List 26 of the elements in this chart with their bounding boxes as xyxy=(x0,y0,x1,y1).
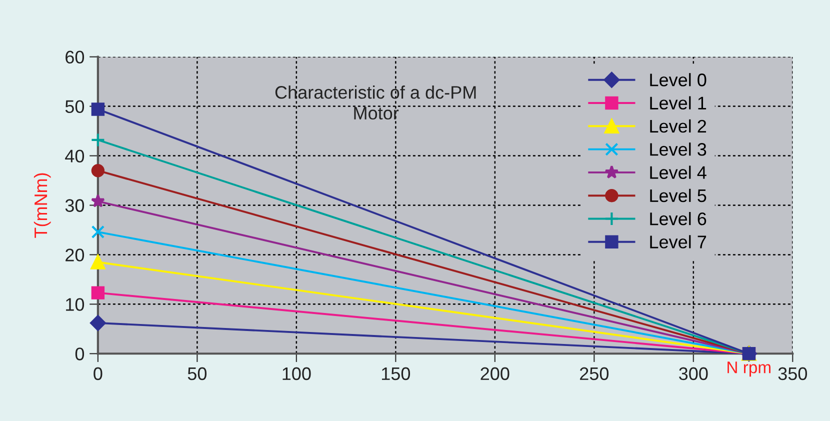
y-tick-label: 50 xyxy=(65,100,84,114)
legend-label: Level 2 xyxy=(650,119,706,133)
legend-label: Level 0 xyxy=(650,73,706,86)
x-tick-label: 200 xyxy=(480,367,510,380)
x-tick-label: 50 xyxy=(188,367,207,380)
legend-label: Level 4 xyxy=(650,166,706,179)
legend-label: Level 6 xyxy=(650,212,706,226)
legend-label: Level 7 xyxy=(650,235,706,248)
x-tick-label: 250 xyxy=(580,367,609,380)
x-tick-label: 300 xyxy=(679,367,708,380)
y-axis-title: T(mNm) xyxy=(34,173,51,238)
legend-label: Level 5 xyxy=(650,188,706,202)
y-tick-label: 10 xyxy=(66,298,84,311)
x-tick-label: 150 xyxy=(382,367,410,380)
y-tick-label: 0 xyxy=(75,348,84,360)
y-tick-label: 60 xyxy=(66,50,84,64)
text: Characteristic of a dc-PM Motor xyxy=(275,86,476,120)
x-tick-label: 350 xyxy=(778,367,808,380)
x-tick-label: 100 xyxy=(282,367,311,380)
x-axis-title: N rpm xyxy=(728,362,770,377)
y-tick-label: 20 xyxy=(66,248,84,262)
y-tick-label: 40 xyxy=(65,150,84,162)
y-tick-label: 30 xyxy=(65,199,84,212)
legend-label: Level 1 xyxy=(650,96,706,110)
x-tick-label: 0 xyxy=(94,367,102,380)
legend-label: Level 3 xyxy=(650,142,706,156)
